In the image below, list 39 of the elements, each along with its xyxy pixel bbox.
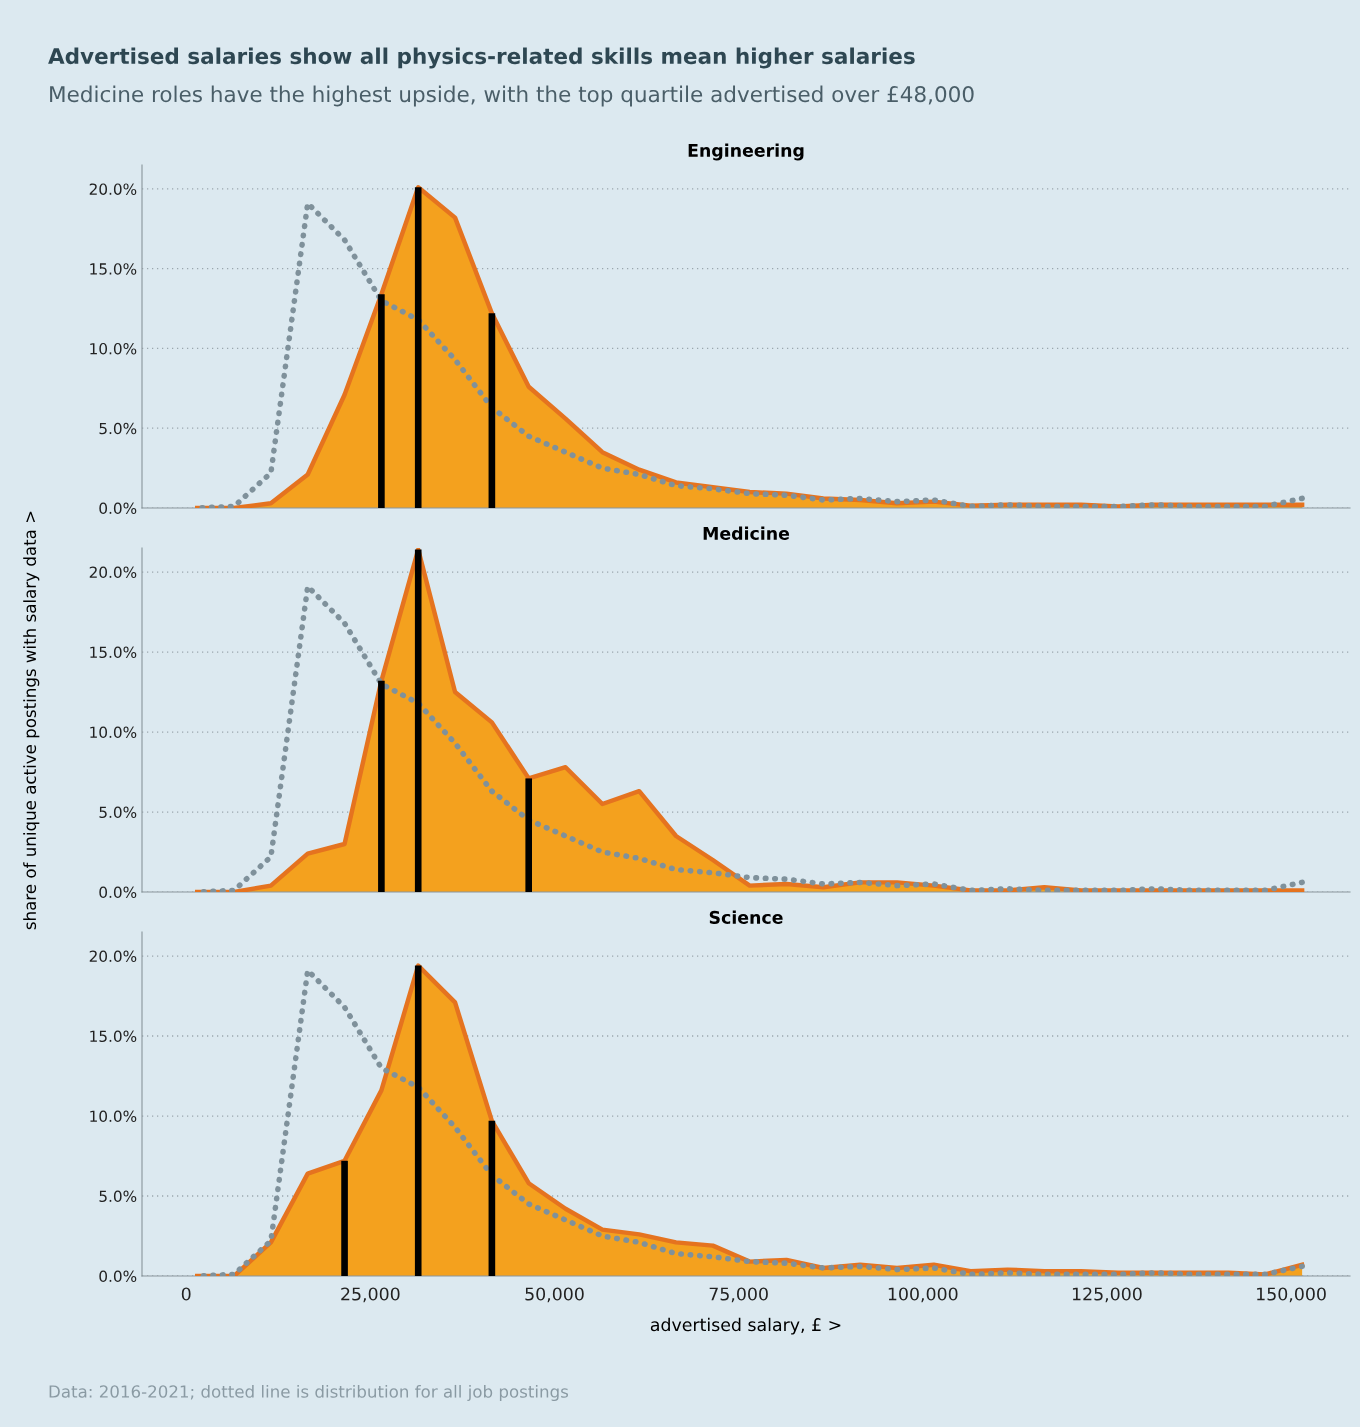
chart-title: Science	[709, 910, 783, 924]
y-tick-label: 0.0%	[99, 502, 137, 515]
text: Data: 2016-2021; dotted line is distribution for all job postings	[49, 1384, 569, 1402]
chart-title: Medicine	[703, 526, 790, 540]
y-tick-label: 10.0%	[90, 342, 137, 355]
y-tick-label: 10.0%	[90, 726, 137, 739]
x-tick-label: 75,000	[709, 1287, 768, 1303]
y-tick-label: 15.0%	[90, 263, 137, 275]
bar	[378, 294, 385, 508]
y-tick-label: 5.0%	[99, 1190, 137, 1203]
bar	[488, 1120, 496, 1276]
bar	[488, 313, 496, 508]
x-tick-label: 100,000	[888, 1287, 958, 1303]
x-tick-label: 50,000	[525, 1287, 584, 1303]
y-tick-label: 0.0%	[99, 1270, 137, 1283]
bar	[414, 187, 422, 508]
bar	[378, 680, 385, 892]
y-tick-label: 15.0%	[90, 1030, 137, 1043]
y-tick-label: 0.0%	[99, 886, 137, 899]
bar	[414, 549, 422, 892]
x-tick-label: 150,000	[1257, 1287, 1326, 1303]
text: Medicine roles have the highest upside, with the top quartile advertised over £48,000	[50, 85, 974, 107]
y-tick-label: 15.0%	[90, 646, 137, 659]
x-tick-label: 125,000	[1072, 1287, 1142, 1303]
x-axis-title: advertised salary, £ >	[650, 1317, 841, 1335]
bar	[525, 778, 533, 892]
text: Advertised salaries show all physics-related skills mean higher salaries	[48, 47, 915, 69]
x-tick-label: 0	[181, 1287, 191, 1301]
y-tick-label: 5.0%	[99, 806, 137, 819]
y-tick-label: 20.0%	[89, 183, 137, 195]
chart-title: Engineering	[688, 143, 804, 161]
y-tick-label: 20.0%	[89, 950, 137, 963]
y-tick-label: 20.0%	[89, 566, 137, 579]
y-axis-title: share of unique active postings with salary data >	[23, 511, 40, 930]
x-tick-label: 25,000	[341, 1287, 400, 1303]
bar	[414, 965, 422, 1276]
bar	[341, 1160, 348, 1276]
y-tick-label: 10.0%	[90, 1110, 137, 1123]
y-tick-label: 5.0%	[99, 422, 137, 435]
